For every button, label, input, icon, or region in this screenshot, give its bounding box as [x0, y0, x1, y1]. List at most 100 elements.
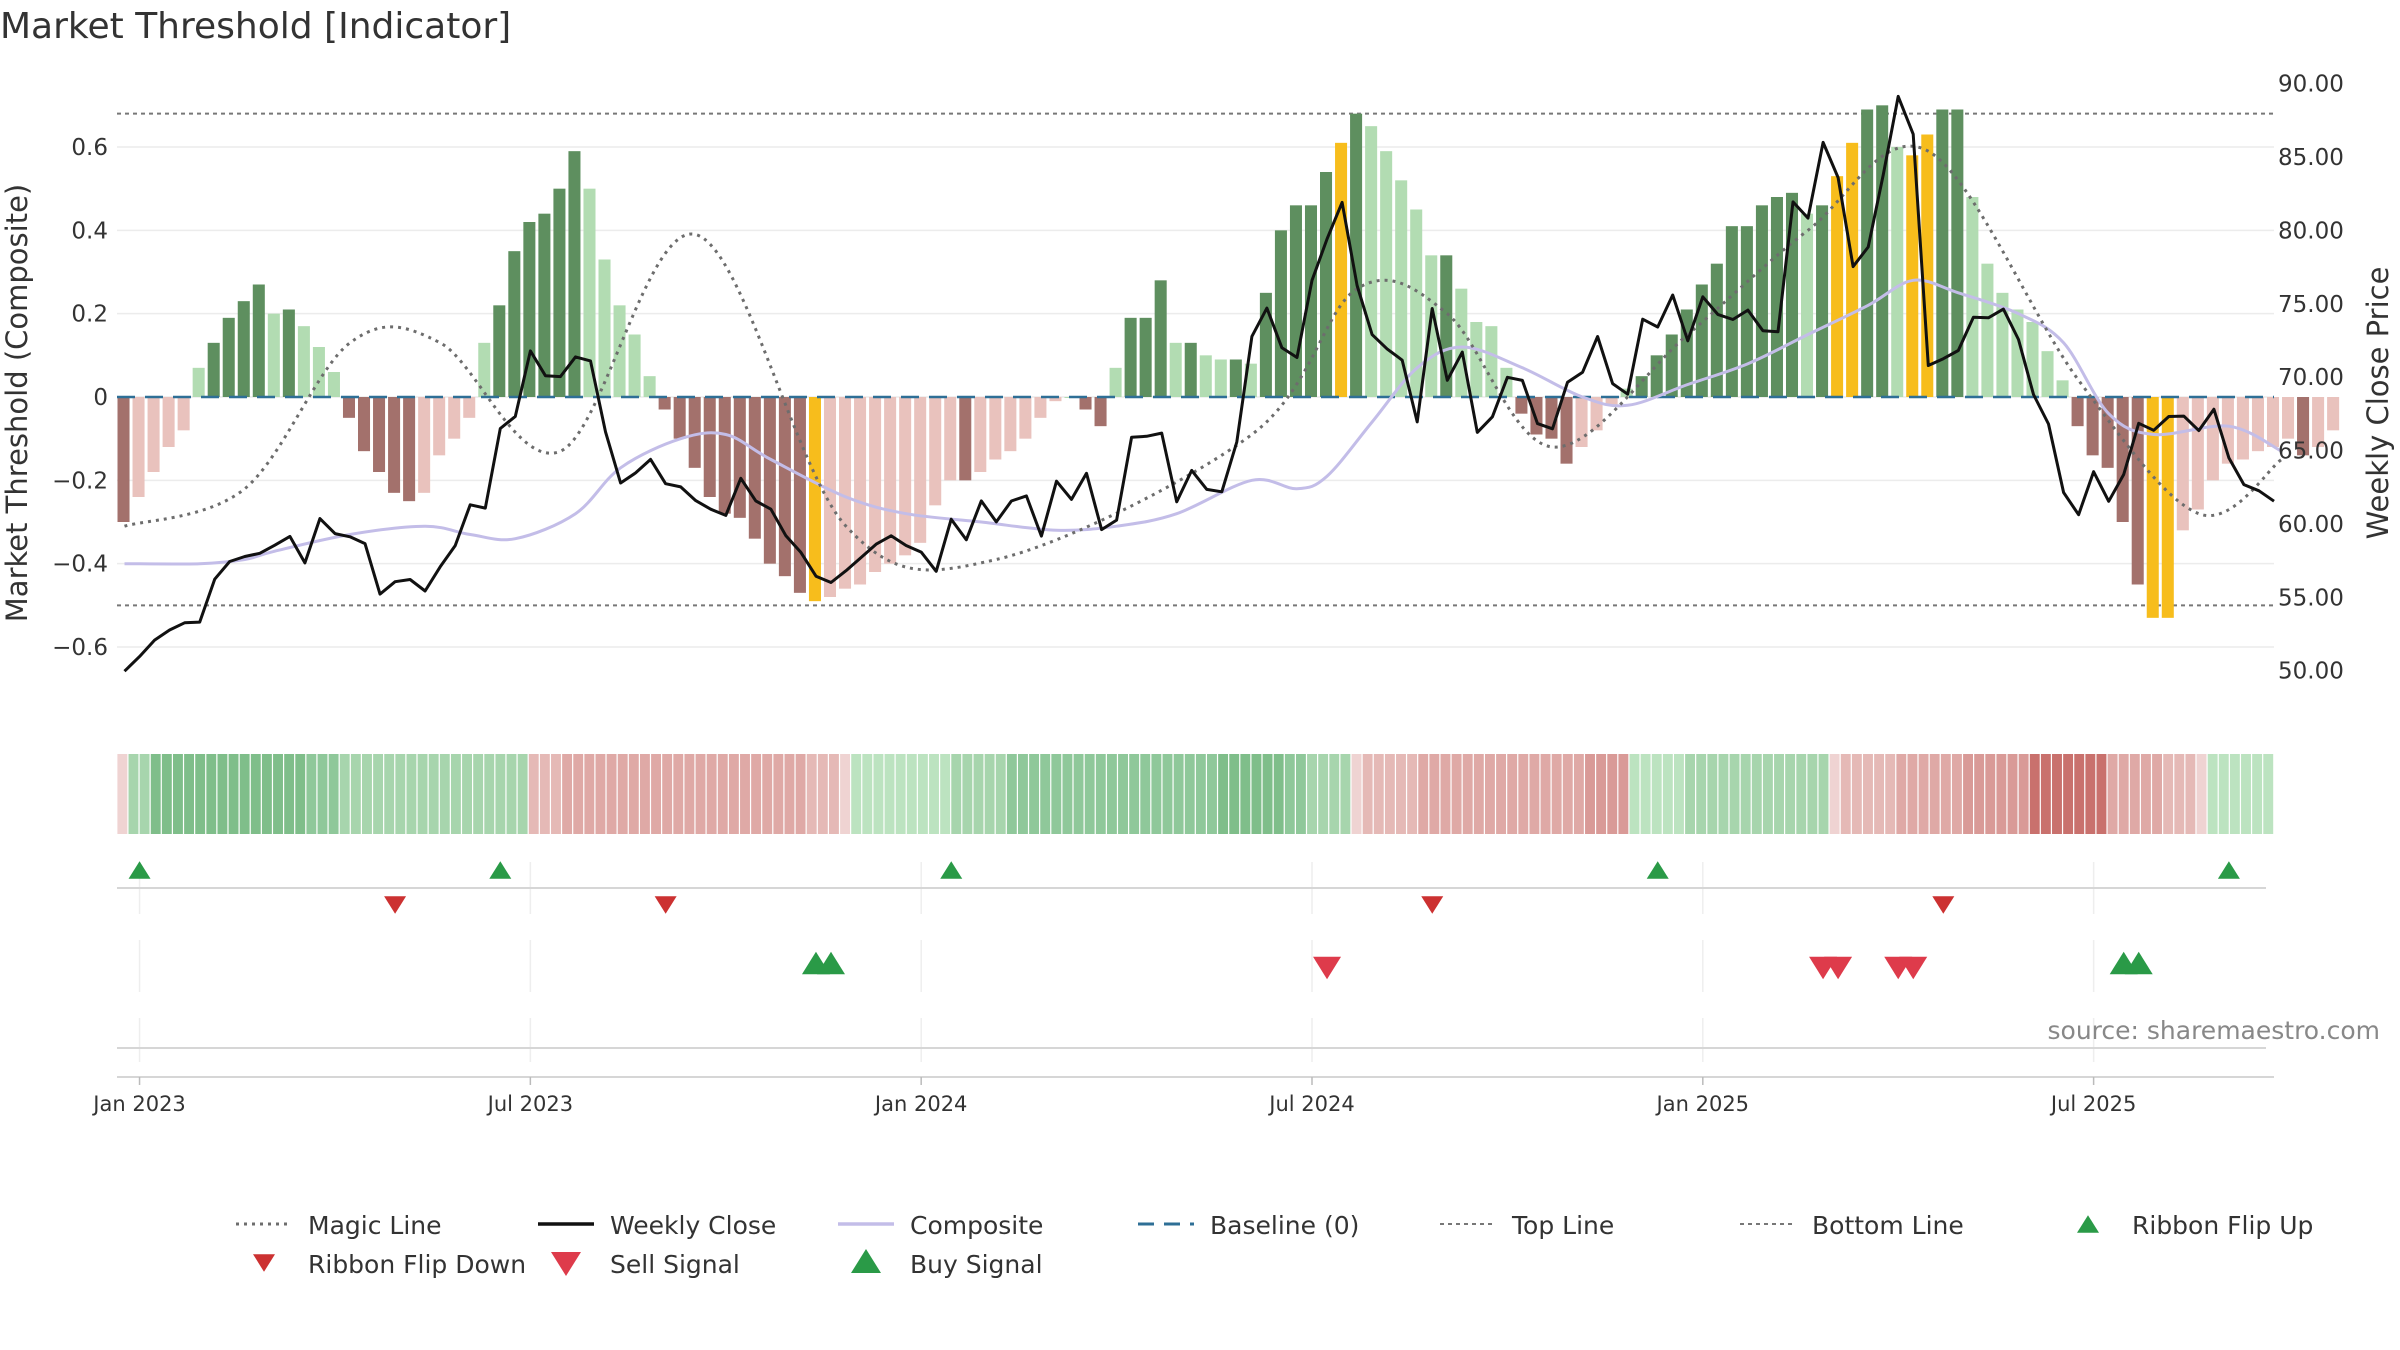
- ribbon-cell: [1273, 754, 1284, 834]
- ribbon-cell: [1418, 754, 1429, 834]
- ribbon-cell: [2263, 754, 2274, 834]
- composite-bar: [1455, 288, 1468, 397]
- ribbon-cell: [551, 754, 561, 834]
- composite-bar: [884, 397, 897, 564]
- ribbon-flip-down-marker: [384, 896, 407, 914]
- ribbon-cell: [1729, 754, 1740, 834]
- composite-bar: [929, 397, 942, 506]
- ribbon-cell: [1718, 754, 1729, 834]
- y-tick-label: 0.2: [71, 302, 108, 328]
- ribbon-cell: [695, 754, 706, 834]
- composite-bar: [207, 342, 220, 397]
- composite-bar: [1725, 226, 1738, 397]
- ribbon-cell: [1440, 754, 1451, 834]
- ribbon-cell: [2096, 754, 2107, 834]
- composite-bar: [944, 397, 957, 481]
- ribbon-cell: [2129, 754, 2140, 834]
- ribbon-cell: [2196, 754, 2207, 834]
- ribbon-cell: [906, 754, 917, 834]
- composite-bar: [1515, 397, 1528, 414]
- ribbon-flip-down-marker: [1421, 896, 1444, 914]
- ribbon-cell: [373, 754, 384, 834]
- composite-bar: [117, 397, 130, 522]
- legend-item: Sell Signal: [551, 1250, 740, 1279]
- ribbon-flip-up-marker: [940, 861, 963, 879]
- ribbon-cell: [273, 754, 283, 834]
- signal-panels: [117, 861, 2274, 1078]
- ribbon-cell: [851, 754, 862, 834]
- composite-bar: [1755, 205, 1768, 397]
- composite-bar: [418, 397, 431, 493]
- composite-bar: [733, 397, 746, 518]
- composite-bar: [1906, 155, 1919, 397]
- legend-label: Sell Signal: [610, 1250, 740, 1279]
- composite-bar: [2041, 351, 2054, 397]
- composite-bar: [959, 397, 972, 481]
- y-axis-right-label: Weekly Close Price: [2361, 267, 2395, 540]
- legend-label: Ribbon Flip Down: [308, 1250, 526, 1279]
- composite-bar: [388, 397, 401, 493]
- ribbon-cell: [1284, 754, 1295, 834]
- ribbon-cell: [517, 754, 528, 834]
- ribbon-flip-up-marker: [2217, 861, 2240, 879]
- composite-bar: [312, 347, 325, 397]
- composite-bar: [1214, 359, 1227, 397]
- grid: [117, 146, 2274, 648]
- x-tick-label: Jul 2025: [2049, 1092, 2136, 1116]
- ribbon-cell: [539, 754, 550, 834]
- ribbon-cell: [128, 754, 139, 834]
- y-right-tick-label: 55.00: [2278, 585, 2344, 611]
- composite-bar: [493, 305, 506, 397]
- ribbon-cell: [1195, 754, 1206, 834]
- legend-swatch: [551, 1252, 581, 1276]
- composite-bar: [643, 376, 656, 397]
- composite-bar: [192, 367, 205, 397]
- ribbon-cell: [2174, 754, 2185, 834]
- y-right-tick-label: 85.00: [2278, 145, 2344, 171]
- ribbon-cell: [295, 754, 306, 834]
- ribbon-cell: [884, 754, 895, 834]
- y-axis-left: 0.6 0.4 0.2 0 −0.2 −0.4 −0.6: [52, 135, 108, 661]
- ribbon-flip-up-marker: [489, 861, 512, 879]
- ribbon-cell: [740, 754, 750, 834]
- y-right-tick-label: 70.00: [2278, 365, 2344, 391]
- y-right-tick-label: 80.00: [2278, 218, 2344, 244]
- composite-bar: [327, 372, 340, 397]
- ribbon-cell: [306, 754, 317, 834]
- chart-title: Market Threshold [Indicator]: [0, 6, 511, 47]
- composite-bar: [1320, 172, 1333, 397]
- ribbon-cell: [172, 754, 183, 834]
- legend-item: Weekly Close: [538, 1211, 776, 1240]
- legend-item: Ribbon Flip Down: [253, 1250, 526, 1279]
- ribbon-cell: [1863, 754, 1873, 834]
- ribbon-cell: [1229, 754, 1240, 834]
- ribbon-cell: [862, 754, 873, 834]
- ribbon-cell: [1462, 754, 1473, 834]
- ribbon-cell: [895, 754, 906, 834]
- composite-bar: [1289, 205, 1302, 397]
- ribbon-cell: [573, 754, 584, 834]
- ribbon-cell: [684, 754, 695, 834]
- ribbon-cell: [1262, 754, 1273, 834]
- composite-bar: [914, 397, 927, 543]
- composite-bar: [628, 334, 641, 397]
- buy-signal-marker: [816, 951, 845, 975]
- ribbon-cell: [1251, 754, 1262, 834]
- composite-bar: [403, 397, 416, 502]
- composite-bar: [553, 188, 566, 397]
- composite-bar: [1560, 397, 1573, 464]
- ribbon-cell: [2163, 754, 2174, 834]
- ribbon-flip-down-marker: [1932, 896, 1955, 914]
- ribbon-cell: [1318, 754, 1329, 834]
- ribbon-flip-up-marker: [128, 861, 151, 879]
- legend-item: Composite: [838, 1211, 1043, 1240]
- ribbon-cell: [806, 754, 817, 834]
- ribbon-cell: [1340, 754, 1351, 834]
- x-tick-label: Jul 2023: [486, 1092, 573, 1116]
- weekly-close-line: [123, 94, 2275, 673]
- ribbon-cell: [1596, 754, 1607, 834]
- ribbon-cell: [1529, 754, 1540, 834]
- ribbon-cell: [228, 754, 239, 834]
- composite-bar: [463, 397, 476, 418]
